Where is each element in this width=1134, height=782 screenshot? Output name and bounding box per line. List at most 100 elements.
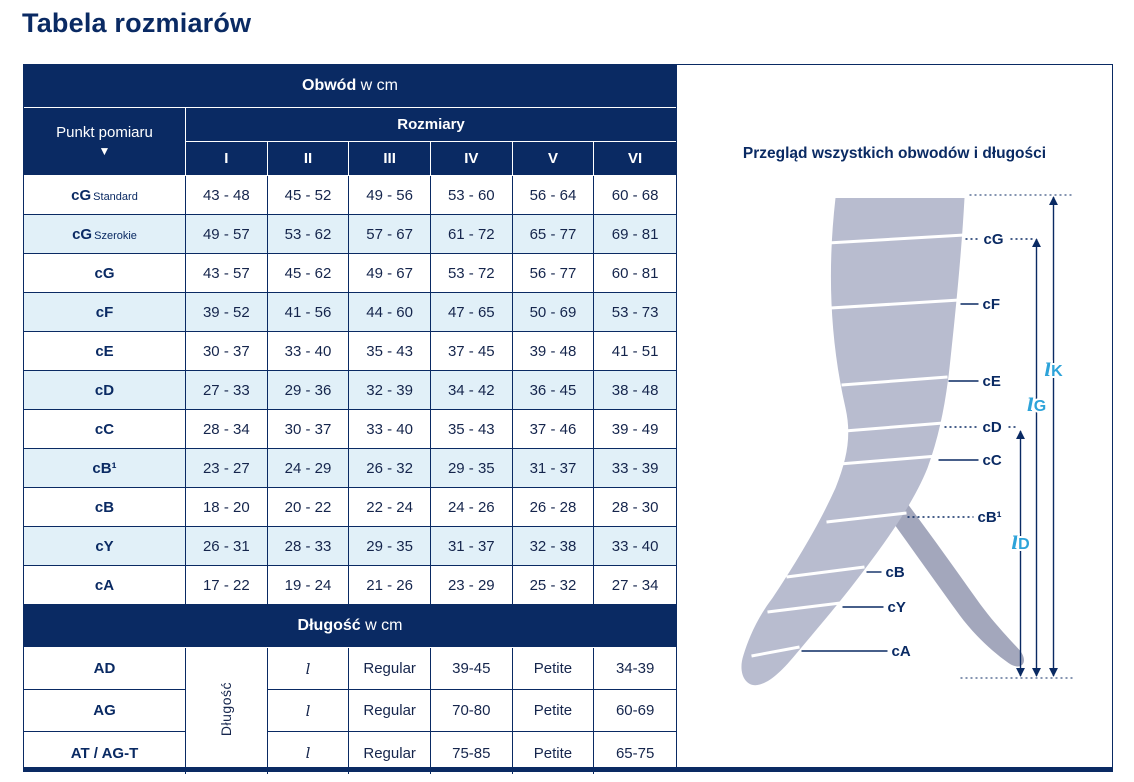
measure-stripe-cB1 (826, 511, 907, 524)
circumference-header-label: Obwód (302, 77, 357, 94)
measure-point-header: Punkt pomiaru ▼ (24, 108, 186, 176)
row-label: AG (24, 690, 186, 732)
row-label: cA (24, 566, 186, 605)
length-header: Długość w cm (24, 605, 676, 648)
table-row: cA 17 - 22 19 - 24 21 - 26 23 - 29 25 - … (24, 566, 676, 605)
cell: 26 - 32 (349, 449, 431, 488)
length-label-lD: lD (1011, 533, 1029, 554)
cell: 23 - 27 (186, 449, 268, 488)
row-label: AD (24, 648, 186, 690)
cell: 29 - 35 (349, 527, 431, 566)
table-row: cF 39 - 52 41 - 56 44 - 60 47 - 65 50 - … (24, 293, 676, 332)
table-row: cY 26 - 31 28 - 33 29 - 35 31 - 37 32 - … (24, 527, 676, 566)
cell: 60 - 81 (594, 254, 676, 293)
size-col-2: II (267, 142, 350, 176)
cell: 56 - 64 (512, 176, 595, 215)
cell: 39 - 48 (512, 332, 595, 371)
cell: 49 - 57 (186, 215, 268, 254)
length-row: AD Długość l Regular 39-45 Petite 34-39 (24, 648, 676, 774)
length-header-row: Długość w cm (24, 605, 676, 648)
size-col-3: III (349, 142, 431, 176)
point-label-cD: cD (983, 419, 1002, 436)
cell: 21 - 26 (349, 566, 431, 605)
cell: Petite (512, 648, 595, 690)
point-label-cF: cF (983, 296, 1001, 313)
cell: 33 - 39 (594, 449, 676, 488)
cell: Regular (349, 732, 431, 774)
point-label-cE: cE (983, 373, 1001, 390)
cell: 36 - 45 (512, 371, 595, 410)
cell: Petite (512, 690, 595, 732)
cell: 50 - 69 (512, 293, 595, 332)
size-col-4: IV (430, 142, 513, 176)
row-label: cB (24, 488, 186, 527)
cell: 29 - 35 (430, 449, 513, 488)
cell: 34-39 (594, 648, 676, 690)
cell: 30 - 37 (267, 410, 350, 449)
point-label-cB: cB (886, 564, 905, 581)
size-table: Obwód w cm Punkt pomiaru ▼ Rozmiary I II… (24, 65, 676, 774)
point-label-cB1: cB¹ (978, 509, 1002, 526)
overview-panel: Przegląd wszystkich obwodów i długości (676, 65, 1112, 767)
point-label-cC: cC (983, 452, 1002, 469)
cell: 57 - 67 (349, 215, 431, 254)
size-chart-board: Obwód w cm Punkt pomiaru ▼ Rozmiary I II… (23, 64, 1113, 774)
length-label-lG: lG (1027, 395, 1046, 416)
cell: 47 - 65 (430, 293, 513, 332)
cell: 19 - 24 (267, 566, 350, 605)
cell: 32 - 39 (349, 371, 431, 410)
cell: 49 - 67 (349, 254, 431, 293)
cell: 29 - 36 (267, 371, 350, 410)
cell: 20 - 22 (267, 488, 350, 527)
cell: Regular (349, 648, 431, 690)
row-label: cF (24, 293, 186, 332)
length-rotated-label-cell: Długość (186, 648, 268, 774)
size-col-5: V (512, 142, 595, 176)
length-label-lK: lK (1044, 360, 1063, 381)
cell: 38 - 48 (594, 371, 676, 410)
cell: 60-69 (594, 690, 676, 732)
cell: 24 - 29 (267, 449, 350, 488)
measure-stripe-cF (830, 298, 960, 310)
cell: 33 - 40 (349, 410, 431, 449)
table-row: cB 18 - 20 20 - 22 22 - 24 24 - 26 26 - … (24, 488, 676, 527)
leg-diagram: cG cF cE cD cC cB¹ cB cY cA lK lG lD (741, 194, 1076, 686)
cell: 75-85 (431, 732, 513, 774)
cell: 28 - 34 (186, 410, 268, 449)
measure-stripe-cB (786, 565, 865, 579)
row-label: cG (24, 254, 186, 293)
row-label: AT / AG-T (24, 732, 186, 774)
measure-stripe-cA (751, 645, 800, 658)
sizes-header-row: Punkt pomiaru ▼ Rozmiary (24, 108, 676, 176)
length-header-label: Długość (297, 617, 361, 634)
cell: 69 - 81 (594, 215, 676, 254)
cell: 70-80 (430, 690, 513, 732)
sizes-header: Rozmiary (186, 108, 676, 142)
measure-point-label: Punkt pomiaru (56, 123, 153, 141)
cell: 31 - 37 (430, 527, 513, 566)
circumference-header-unit: w cm (360, 77, 398, 94)
cell: 39 - 52 (186, 293, 268, 332)
length-symbol: l (267, 648, 350, 690)
length-rotated-label: Długość (218, 681, 235, 737)
measure-stripe-cC (839, 454, 938, 466)
cell: 35 - 43 (430, 410, 513, 449)
measure-stripe-cD (844, 421, 944, 433)
overview-title: Przegląd wszystkich obwodów i długości (742, 145, 1047, 162)
size-col-6: VI (594, 142, 676, 176)
size-columns-row: I II III IV V VI (24, 142, 676, 176)
cell: 49 - 56 (349, 176, 431, 215)
circumference-header: Obwód w cm (24, 65, 676, 108)
table-row: cG 43 - 57 45 - 62 49 - 67 53 - 72 56 - … (24, 254, 676, 293)
cell: 53 - 62 (267, 215, 350, 254)
cell: Regular (349, 690, 431, 732)
table-row: cB¹ 23 - 27 24 - 29 26 - 32 29 - 35 31 -… (24, 449, 676, 488)
cell: 45 - 52 (267, 176, 350, 215)
point-label-cA: cA (892, 643, 911, 660)
cell: 34 - 42 (430, 371, 513, 410)
cell: 26 - 31 (186, 527, 268, 566)
table-row: cG Szerokie 49 - 57 53 - 62 57 - 67 61 - … (24, 215, 676, 254)
cell: Petite (513, 732, 595, 774)
size-col-1: I (186, 142, 268, 176)
measure-stripe-cY (767, 601, 841, 614)
